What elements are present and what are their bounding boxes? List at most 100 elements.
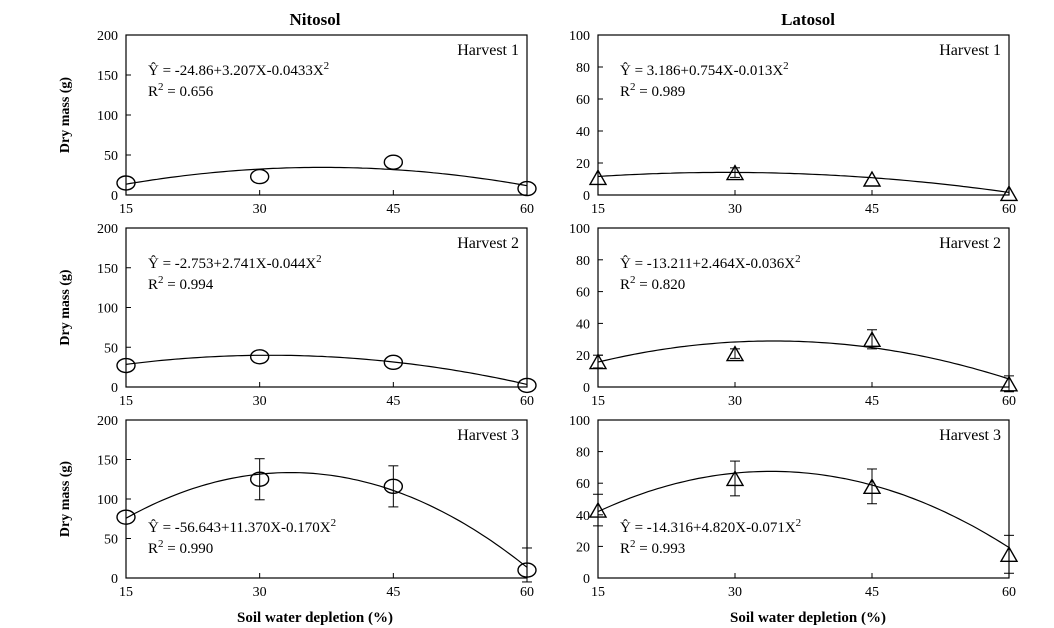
data-point-triangle: [862, 170, 882, 187]
x-tick-label: 15: [591, 585, 605, 600]
data-point-circle: [517, 377, 537, 394]
y-tick-label: 0: [583, 572, 590, 587]
y-tick-label: 150: [97, 262, 118, 277]
x-tick-label: 30: [728, 394, 742, 409]
r-squared-label: R2 = 0.990: [148, 538, 213, 557]
y-tick-label: 100: [569, 222, 590, 237]
r-squared-label: R2 = 0.656: [148, 81, 214, 100]
plot-frame: [597, 227, 1010, 388]
error-bar: [1004, 534, 1014, 574]
regression-equation: Ŷ = -56.643+11.370X-0.170X2: [148, 517, 336, 536]
y-tick-label: 40: [576, 317, 590, 332]
data-point-triangle: [999, 545, 1019, 562]
error-bar: [522, 547, 532, 583]
error-bar: [730, 167, 740, 178]
fitted-curve: [125, 472, 528, 568]
panel-title: Harvest 1: [939, 42, 1001, 59]
x-tick-label: 60: [1002, 202, 1016, 217]
y-tick-label: 0: [111, 381, 118, 396]
x-tick-label: 30: [728, 585, 742, 600]
regression-equation: Ŷ = -24.86+3.207X-0.0433X2: [148, 60, 329, 79]
x-axis-label-nitosol: Soil water depletion (%): [237, 610, 393, 626]
y-tick-label: 200: [97, 414, 118, 429]
x-tick-label: 15: [119, 585, 133, 600]
column-title-latosol: Latosol: [781, 10, 835, 29]
panel-title: Harvest 1: [457, 42, 519, 59]
data-point-circle: [249, 471, 270, 487]
y-tick-label: 50: [104, 533, 118, 548]
x-tick-label: 15: [119, 394, 133, 409]
x-tick-label: 15: [119, 202, 133, 217]
y-tick-label: 200: [97, 29, 118, 44]
r-squared-label: R2 = 0.993: [620, 538, 685, 557]
x-tick-label: 30: [253, 394, 267, 409]
data-point-circle: [383, 478, 404, 495]
regression-equation: Ŷ = -14.316+4.820X-0.071X2: [620, 517, 801, 536]
data-point-triangle: [588, 353, 608, 370]
x-tick-label: 45: [865, 202, 879, 217]
y-tick-label: 20: [576, 157, 590, 172]
y-tick-label: 150: [97, 454, 118, 469]
data-point-circle: [383, 154, 404, 170]
panel-latosol-harvest-2: 0 20 40 60 80 100 15 30 45 60 Harvest 2 Ŷ = -13.211…: [569, 222, 1019, 409]
x-axis-label-latosol: Soil water depletion (%): [730, 610, 886, 626]
error-bar: [254, 458, 265, 501]
data-point-circle: [517, 562, 537, 578]
data-point-triangle: [862, 330, 882, 347]
plot-frame: [125, 34, 528, 196]
y-axis-label: Dry mass (g): [58, 77, 73, 154]
y-tick-label: 100: [97, 109, 118, 124]
x-tick-label: 45: [386, 394, 400, 409]
plot-frame: [597, 34, 1010, 196]
y-tick-label: 0: [111, 189, 118, 204]
data-point-triangle: [862, 477, 882, 495]
data-point-triangle: [725, 164, 745, 181]
y-axis-label: Dry mass (g): [58, 269, 73, 346]
y-tick-label: 100: [97, 493, 118, 508]
panel-nitosol-harvest-2: 0 50 100 150 200 15 30 45 60 Dry mass (g) Harvest …: [58, 222, 537, 409]
data-point-triangle: [725, 345, 745, 362]
data-point-circle: [249, 349, 270, 365]
x-tick-label: 45: [865, 585, 879, 600]
y-tick-label: 50: [104, 149, 118, 164]
error-bar: [593, 493, 603, 527]
y-tick-label: 100: [569, 29, 590, 44]
y-tick-label: 50: [104, 341, 118, 356]
data-point-circle: [116, 175, 136, 191]
panel-nitosol-harvest-3: 0 50 100 150 200 15 30 45 60 Dry mass (g) Harvest …: [58, 414, 537, 600]
y-tick-label: 150: [97, 69, 118, 84]
regression-equation: Ŷ = -2.753+2.741X-0.044X2: [148, 253, 322, 272]
y-tick-label: 200: [97, 222, 118, 237]
r-squared-label: R2 = 0.820: [620, 274, 685, 293]
fitted-curve: [125, 166, 528, 187]
x-tick-label: 60: [520, 202, 534, 217]
column-title-nitosol: Nitosol: [290, 10, 341, 29]
y-tick-label: 100: [569, 414, 590, 429]
y-tick-label: 40: [576, 509, 590, 524]
data-point-circle: [249, 168, 270, 185]
panel-title: Harvest 2: [939, 235, 1001, 252]
x-tick-label: 45: [865, 394, 879, 409]
fitted-curve: [597, 171, 1010, 193]
y-tick-label: 40: [576, 125, 590, 140]
error-bar: [388, 465, 399, 508]
panel-nitosol-harvest-1: 0 50 100 150 200 15 30 45 60 Dry mass (g) Harvest …: [58, 29, 537, 217]
regression-equation: Ŷ = 3.186+0.754X-0.013X2: [620, 60, 789, 79]
x-tick-label: 60: [520, 394, 534, 409]
regression-equation: Ŷ = -13.211+2.464X-0.036X2: [620, 253, 801, 272]
panel-title: Harvest 3: [457, 427, 519, 444]
data-point-circle: [116, 357, 136, 374]
panel-title: Harvest 2: [457, 235, 519, 252]
panel-latosol-harvest-1: 0 20 40 60 80 100 15 30 45 60 Harvest 1 Ŷ = 3.186+0…: [569, 29, 1019, 217]
r-squared-label: R2 = 0.989: [620, 81, 685, 100]
y-tick-label: 80: [576, 61, 590, 76]
y-tick-label: 60: [576, 286, 590, 301]
data-point-triangle: [725, 470, 745, 487]
y-tick-label: 80: [576, 446, 590, 461]
data-point-triangle: [588, 501, 608, 518]
panel-latosol-harvest-3: 0 20 40 60 80 100 15 30 45 60 Harvest 3 Ŷ = -14.316…: [569, 414, 1019, 600]
x-tick-label: 45: [386, 202, 400, 217]
x-tick-label: 30: [728, 202, 742, 217]
x-tick-label: 45: [386, 585, 400, 600]
